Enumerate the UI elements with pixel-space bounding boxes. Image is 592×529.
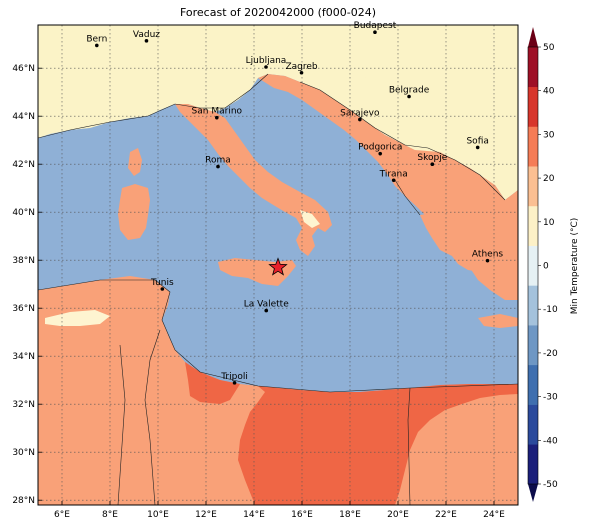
lon-tick-label: 16°E: [291, 510, 313, 520]
lon-tick-label: 12°E: [195, 510, 217, 520]
colorbar-extend-high: [528, 27, 538, 47]
city-dot: [232, 381, 237, 385]
star-marker: [268, 257, 288, 276]
city-dot: [216, 164, 220, 169]
lat-tick-label: 40°N: [12, 208, 35, 218]
colorbar-tick-label: -30: [543, 393, 558, 403]
city-dot: [215, 115, 219, 120]
land-italy: [175, 104, 332, 256]
land-europe: [38, 25, 518, 200]
colorbar-segment: [528, 47, 538, 88]
colorbar-segment: [528, 325, 538, 366]
colorbar-segment: [528, 444, 538, 485]
colorbar-extend-low: [528, 484, 538, 502]
city-dot: [475, 145, 480, 150]
city-dot: [407, 94, 411, 99]
lat-tick-label: 28°N: [12, 496, 35, 506]
land-balkans-interior: [300, 70, 518, 190]
colorbar-tick-label: -20: [543, 349, 558, 359]
lat-tick-label: 36°N: [12, 304, 35, 314]
colorbar-label: Min Temperature (°C): [570, 218, 580, 315]
city-dot: [264, 65, 268, 69]
city-dot: [160, 287, 165, 291]
colorbar-tick-label: 40: [543, 87, 555, 97]
lon-tick-label: 6°E: [54, 510, 70, 520]
star-icon: [268, 257, 288, 276]
city-dot: [299, 70, 304, 75]
city-label: Bern: [86, 34, 107, 44]
city-dot: [378, 151, 383, 156]
colorbar-tick-label: 50: [543, 43, 555, 53]
city-label: San Marino: [192, 107, 243, 117]
lat-tick-label: 32°N: [12, 400, 35, 410]
lon-tick-label: 18°E: [339, 510, 361, 520]
land-crete: [478, 314, 518, 328]
colorbar-segment: [528, 245, 538, 286]
colorbar-segment: [528, 404, 538, 445]
hot-region-libya: [185, 362, 518, 505]
city-dot: [95, 43, 99, 48]
lat-tick-label: 44°N: [12, 112, 35, 122]
colorbar-tick-label: 20: [543, 174, 555, 184]
colorbar-segment: [528, 364, 538, 405]
lat-tick-label: 42°N: [12, 160, 35, 170]
pale-strip-tunisia: [45, 310, 110, 326]
lon-tick-label: 20°E: [387, 510, 409, 520]
city-dot: [264, 308, 269, 313]
colorbar-segment: [528, 126, 538, 167]
city-dot: [430, 162, 435, 166]
land-corsica: [128, 148, 142, 176]
country-borders: [38, 73, 518, 505]
city-label: Roma: [205, 156, 231, 166]
lon-tick-label: 22°E: [435, 510, 457, 520]
city-label: Budapest: [354, 21, 397, 31]
lat-tick-label: 34°N: [12, 352, 35, 362]
axis-ticks: 6°E 8°E 10°E 12°E 14°E 16°E 18°E 20°E 22°E 24°E 28…: [12, 64, 505, 520]
colorbar-tick-label: 0: [543, 262, 549, 272]
city-dot: [144, 39, 149, 43]
city-label: Ljubljana: [246, 56, 287, 66]
city-dot: [485, 258, 490, 263]
city-label: Podgorica: [358, 143, 402, 153]
colorbar-segment: [528, 86, 538, 127]
city-label: Zagreb: [285, 62, 317, 72]
lat-tick-label: 30°N: [12, 448, 35, 458]
city-label: Athens: [472, 250, 503, 260]
lon-tick-label: 8°E: [102, 510, 118, 520]
lon-tick-label: 10°E: [147, 510, 169, 520]
lon-tick-label: 24°E: [483, 510, 505, 520]
city-label: Sofia: [466, 136, 488, 146]
colorbar-segment: [528, 205, 538, 246]
lat-tick-label: 38°N: [12, 256, 35, 266]
city-label: Tirana: [379, 169, 408, 179]
colorbar-segment: [528, 166, 538, 207]
city-dot: [373, 30, 377, 34]
colorbar-tick-label: -40: [543, 436, 558, 446]
map-title: Forecast of 2020042000 (f000-024): [179, 6, 377, 19]
colorbar-tick-label: -50: [543, 480, 558, 490]
colorbar-tick-label: 10: [543, 218, 555, 228]
city-label: Tunis: [150, 278, 174, 288]
colorbar-segment: [528, 285, 538, 326]
city-label: Skopje: [417, 153, 447, 163]
city-label: La Valette: [244, 300, 289, 310]
gridlines: [38, 25, 518, 505]
lat-tick-label: 46°N: [12, 64, 35, 74]
city-label: Sarajevo: [340, 109, 380, 119]
pale-strip-calabria: [300, 210, 320, 228]
city-dot: [358, 117, 362, 122]
colorbar-tick-label: 30: [543, 130, 555, 140]
city-label: Vaduz: [133, 30, 160, 40]
city-label: Tripoli: [220, 372, 248, 382]
lon-tick-label: 14°E: [243, 510, 265, 520]
map-frame: [37, 24, 519, 506]
city-dot: [391, 178, 396, 183]
city-label: Belgrade: [389, 86, 430, 96]
colorbar: -50 -40 -30 -20 -10 0 10 20 30 40 50: [527, 27, 558, 502]
land-greece: [420, 212, 488, 272]
colorbar-tick-label: -10: [543, 305, 558, 315]
